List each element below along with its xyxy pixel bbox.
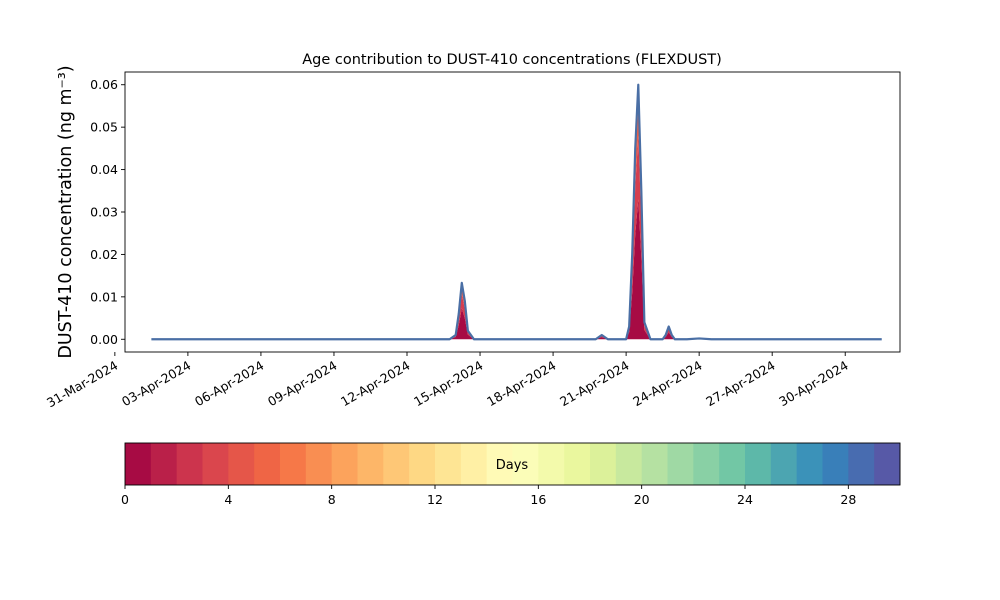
colorbar-bin	[280, 443, 307, 485]
colorbar-bin	[125, 443, 152, 485]
colorbar-bin	[693, 443, 720, 485]
x-tick-label: 09-Apr-2024	[265, 358, 339, 410]
y-tick-label: 0.03	[90, 205, 118, 220]
x-tick-label: 12-Apr-2024	[338, 358, 412, 410]
colorbar-bin	[538, 443, 565, 485]
colorbar-tick-label: 24	[737, 492, 753, 507]
colorbar-bin	[486, 443, 513, 485]
colorbar-bin	[770, 443, 798, 485]
x-tick-label: 18-Apr-2024	[484, 358, 558, 410]
colorbar-bin	[331, 443, 358, 485]
colorbar-bin	[590, 443, 617, 485]
total-concentration-line	[151, 83, 882, 341]
x-tick-label: 06-Apr-2024	[192, 358, 266, 410]
colorbar-bin	[409, 443, 436, 485]
y-tick-label: 0.05	[90, 120, 118, 135]
colorbar: 0 4 8 12 16 20 24 28 Days	[121, 442, 901, 507]
plot-frame	[124, 71, 901, 353]
colorbar-tick-label: 0	[121, 492, 129, 507]
colorbar-bin	[228, 443, 255, 485]
colorbar-label: Days	[496, 458, 529, 473]
x-tick-label: 30-Apr-2024	[776, 358, 850, 410]
colorbar-bin	[641, 443, 668, 485]
y-axis-ticks: 0.00 0.01 0.02 0.03 0.04 0.05 0.06	[90, 77, 125, 347]
x-tick-label: 21-Apr-2024	[557, 358, 631, 410]
colorbar-bin	[615, 443, 643, 485]
colorbar-bin	[822, 443, 849, 485]
x-axis-ticks: 31-Mar-202403-Apr-202406-Apr-202409-Apr-…	[44, 352, 851, 410]
y-tick-label: 0.06	[90, 77, 118, 92]
y-tick-label: 0.00	[90, 332, 118, 347]
y-tick-label: 0.02	[90, 247, 118, 262]
x-tick-label: 27-Apr-2024	[703, 358, 777, 410]
colorbar-bin	[745, 443, 772, 485]
colorbar-bin	[796, 443, 823, 485]
colorbar-bins	[125, 443, 901, 485]
y-tick-label: 0.04	[90, 162, 118, 177]
colorbar-frame	[124, 442, 901, 486]
colorbar-bin	[848, 443, 875, 485]
colorbar-bin	[874, 443, 901, 485]
colorbar-tick-label: 8	[328, 492, 336, 507]
colorbar-bin	[564, 443, 591, 485]
colorbar-bin	[305, 443, 333, 485]
colorbar-bin	[357, 443, 384, 485]
colorbar-bin	[460, 443, 488, 485]
x-tick-label: 15-Apr-2024	[411, 358, 485, 410]
y-tick-label: 0.01	[90, 289, 118, 304]
colorbar-bin	[150, 443, 178, 485]
colorbar-tick-label: 4	[224, 492, 232, 507]
x-tick-label: 03-Apr-2024	[119, 358, 193, 410]
x-tick-label: 24-Apr-2024	[630, 358, 704, 410]
x-tick-label: 31-Mar-2024	[44, 358, 120, 411]
colorbar-ticks: 0 4 8 12 16 20 24 28	[121, 485, 856, 507]
chart-title: Age contribution to DUST-410 concentrati…	[302, 52, 722, 68]
plot-area: 0.00 0.01 0.02 0.03 0.04 0.05 0.06 31-Mar-2024…	[44, 71, 901, 410]
colorbar-bin	[254, 443, 281, 485]
colorbar-tick-label: 16	[530, 492, 546, 507]
colorbar-tick-label: 28	[840, 492, 856, 507]
colorbar-bin	[667, 443, 694, 485]
total-line-layer	[151, 83, 882, 341]
colorbar-bin	[176, 443, 203, 485]
colorbar-bin	[512, 443, 539, 485]
colorbar-bin	[202, 443, 229, 485]
colorbar-bin	[435, 443, 462, 485]
colorbar-bin	[719, 443, 746, 485]
colorbar-tick-label: 12	[427, 492, 443, 507]
colorbar-tick-label: 20	[634, 492, 650, 507]
colorbar-bin	[383, 443, 410, 485]
y-axis-label: DUST-410 concentration (ng m⁻³)	[56, 65, 76, 358]
